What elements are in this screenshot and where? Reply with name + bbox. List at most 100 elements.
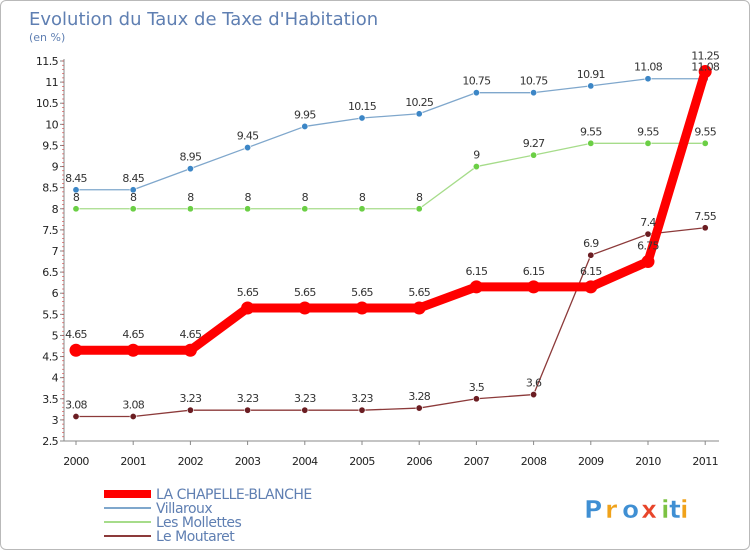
data-point	[129, 186, 137, 194]
data-point	[587, 251, 595, 259]
data-label: 3.23	[351, 392, 373, 405]
data-point	[415, 110, 423, 118]
data-point	[129, 413, 137, 421]
data-label: 11.08	[634, 61, 663, 74]
y-tick-label: 9.5	[42, 139, 58, 152]
data-label: 3.08	[65, 399, 87, 412]
logo-letter: i	[680, 495, 689, 524]
series-line	[75, 78, 706, 191]
legend-label: Les Mollettes	[156, 515, 242, 531]
chart-title: Evolution du Taux de Taxe d'Habitation	[29, 9, 378, 30]
axes: 2.5 3 3.5 4 4.5 5 5.5 6 6.5 7 7.5 8 8.5 9 9.5 10 10.5 11 1…	[36, 55, 719, 468]
y-tick-label: 8	[52, 203, 59, 216]
data-label: 9.27	[523, 137, 545, 150]
data-point	[469, 280, 483, 294]
data-label: 10.75	[462, 75, 491, 88]
data-point	[72, 186, 80, 194]
data-label: 9.55	[637, 125, 659, 138]
data-label: 7.55	[694, 210, 716, 223]
data-label: 4.65	[122, 328, 144, 341]
data-label: 6.15	[523, 265, 545, 278]
y-tick-label: 6	[52, 287, 59, 300]
data-point	[129, 205, 137, 213]
data-point	[587, 82, 595, 90]
data-point	[584, 280, 598, 294]
data-label: 8	[359, 191, 366, 204]
x-tick-label: 2007	[464, 455, 490, 468]
data-label: 8	[302, 191, 309, 204]
data-point	[72, 413, 80, 421]
data-point	[587, 139, 595, 147]
y-tick-label: 7.5	[42, 224, 58, 237]
series-lines	[69, 65, 712, 421]
data-point	[358, 114, 366, 122]
data-point	[530, 391, 538, 399]
y-tick-label: 9	[52, 161, 59, 174]
data-point	[298, 301, 312, 315]
data-point	[644, 75, 652, 83]
x-tick-label: 2011	[692, 455, 718, 468]
data-point	[244, 144, 252, 152]
data-label: 10.91	[577, 68, 605, 81]
y-tick-label: 11.5	[36, 55, 59, 68]
y-tick-label: 8.5	[42, 182, 58, 195]
data-label: 6.75	[637, 240, 659, 253]
data-point	[472, 395, 480, 403]
x-tick-label: 2009	[578, 455, 604, 468]
y-tick-label: 6.5	[42, 266, 58, 279]
logo-letter: P	[584, 495, 602, 524]
y-tick-label: 2.5	[42, 435, 58, 448]
data-label: 8.45	[122, 172, 144, 185]
y-tick-label: 11	[45, 76, 58, 89]
data-label: 8	[416, 191, 423, 204]
data-point	[72, 205, 80, 213]
data-label: 8	[187, 191, 194, 204]
data-point	[701, 224, 709, 232]
data-point	[527, 280, 541, 294]
data-label: 9.55	[694, 125, 716, 138]
data-label: 8.95	[180, 151, 202, 164]
data-point	[530, 89, 538, 97]
data-point	[641, 255, 655, 269]
data-label: 8	[244, 191, 251, 204]
data-point	[355, 301, 369, 315]
data-point	[241, 301, 255, 315]
data-point	[186, 205, 194, 213]
x-tick-label: 2005	[349, 455, 375, 468]
logo-letter: i	[661, 495, 670, 524]
data-label: 5.65	[237, 286, 259, 299]
logo-letter: r	[605, 495, 618, 524]
y-tick-label: 4	[52, 372, 59, 385]
legend-label: Villaroux	[156, 501, 212, 517]
data-label: 8.45	[65, 172, 87, 185]
data-label: 6.15	[466, 265, 488, 278]
data-label: 3.23	[294, 392, 316, 405]
data-label: 9.55	[580, 125, 602, 138]
y-tick-label: 10.5	[36, 97, 59, 110]
data-point	[472, 89, 480, 97]
data-label: 10.15	[348, 100, 377, 113]
data-label: 6.9	[583, 237, 599, 250]
data-point	[644, 139, 652, 147]
data-point	[244, 406, 252, 414]
data-point	[415, 205, 423, 213]
data-label: 9	[473, 149, 480, 162]
y-tick-label: 4.5	[42, 351, 58, 364]
series-line	[75, 142, 706, 210]
data-point	[530, 151, 538, 159]
x-tick-label: 2004	[292, 455, 318, 468]
data-point	[69, 343, 83, 357]
data-label: 3.23	[180, 392, 202, 405]
data-point	[301, 205, 309, 213]
data-point	[472, 163, 480, 171]
x-tick-label: 2000	[63, 455, 89, 468]
data-label: 8	[130, 191, 137, 204]
data-point	[358, 205, 366, 213]
legend-label: LA CHAPELLE-BLANCHE	[156, 487, 312, 503]
logo-letter: t	[669, 495, 681, 524]
data-point	[412, 301, 426, 315]
data-label: 8	[73, 191, 80, 204]
series-line	[71, 67, 710, 355]
data-point	[126, 343, 140, 357]
